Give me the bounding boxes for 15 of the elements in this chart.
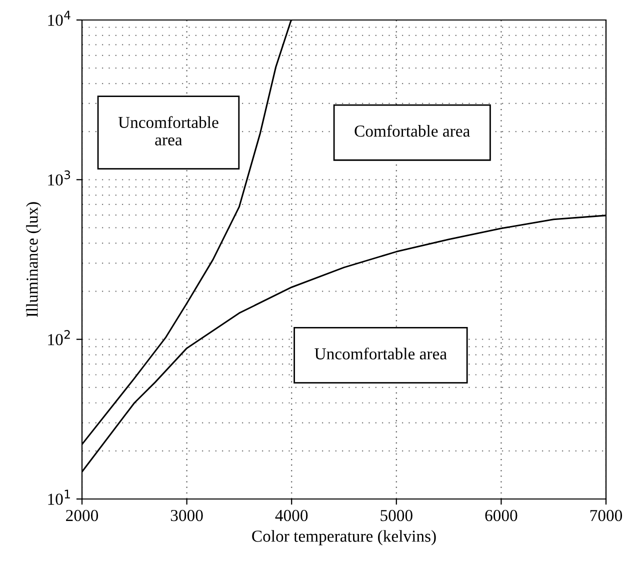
y-tick-label: 10$^{3}$ bbox=[48, 170, 70, 186]
x-tick-label: 5000 bbox=[380, 510, 412, 522]
annotation: Uncomfortable area bbox=[118, 116, 218, 146]
y-tick-label: 10$^{1}$ bbox=[48, 490, 70, 505]
y-tick-label: 10$^{2}$ bbox=[48, 330, 70, 346]
x-tick-label: 7000 bbox=[590, 510, 622, 522]
x-tick-label: 6000 bbox=[485, 510, 518, 522]
x-axis-title: Color temperature (kelvins) bbox=[252, 530, 436, 546]
x-tick-label: 2000 bbox=[66, 510, 98, 522]
y-axis-title: Illuminance (lux) bbox=[26, 202, 42, 317]
x-tick-label: 4000 bbox=[275, 510, 308, 522]
annotation: Comfortable area bbox=[354, 124, 470, 137]
x-tick-label: 3000 bbox=[170, 510, 203, 522]
annotation: Uncomfortable area bbox=[314, 348, 447, 360]
y-tick-label: 10$^{4}$ bbox=[48, 10, 70, 26]
